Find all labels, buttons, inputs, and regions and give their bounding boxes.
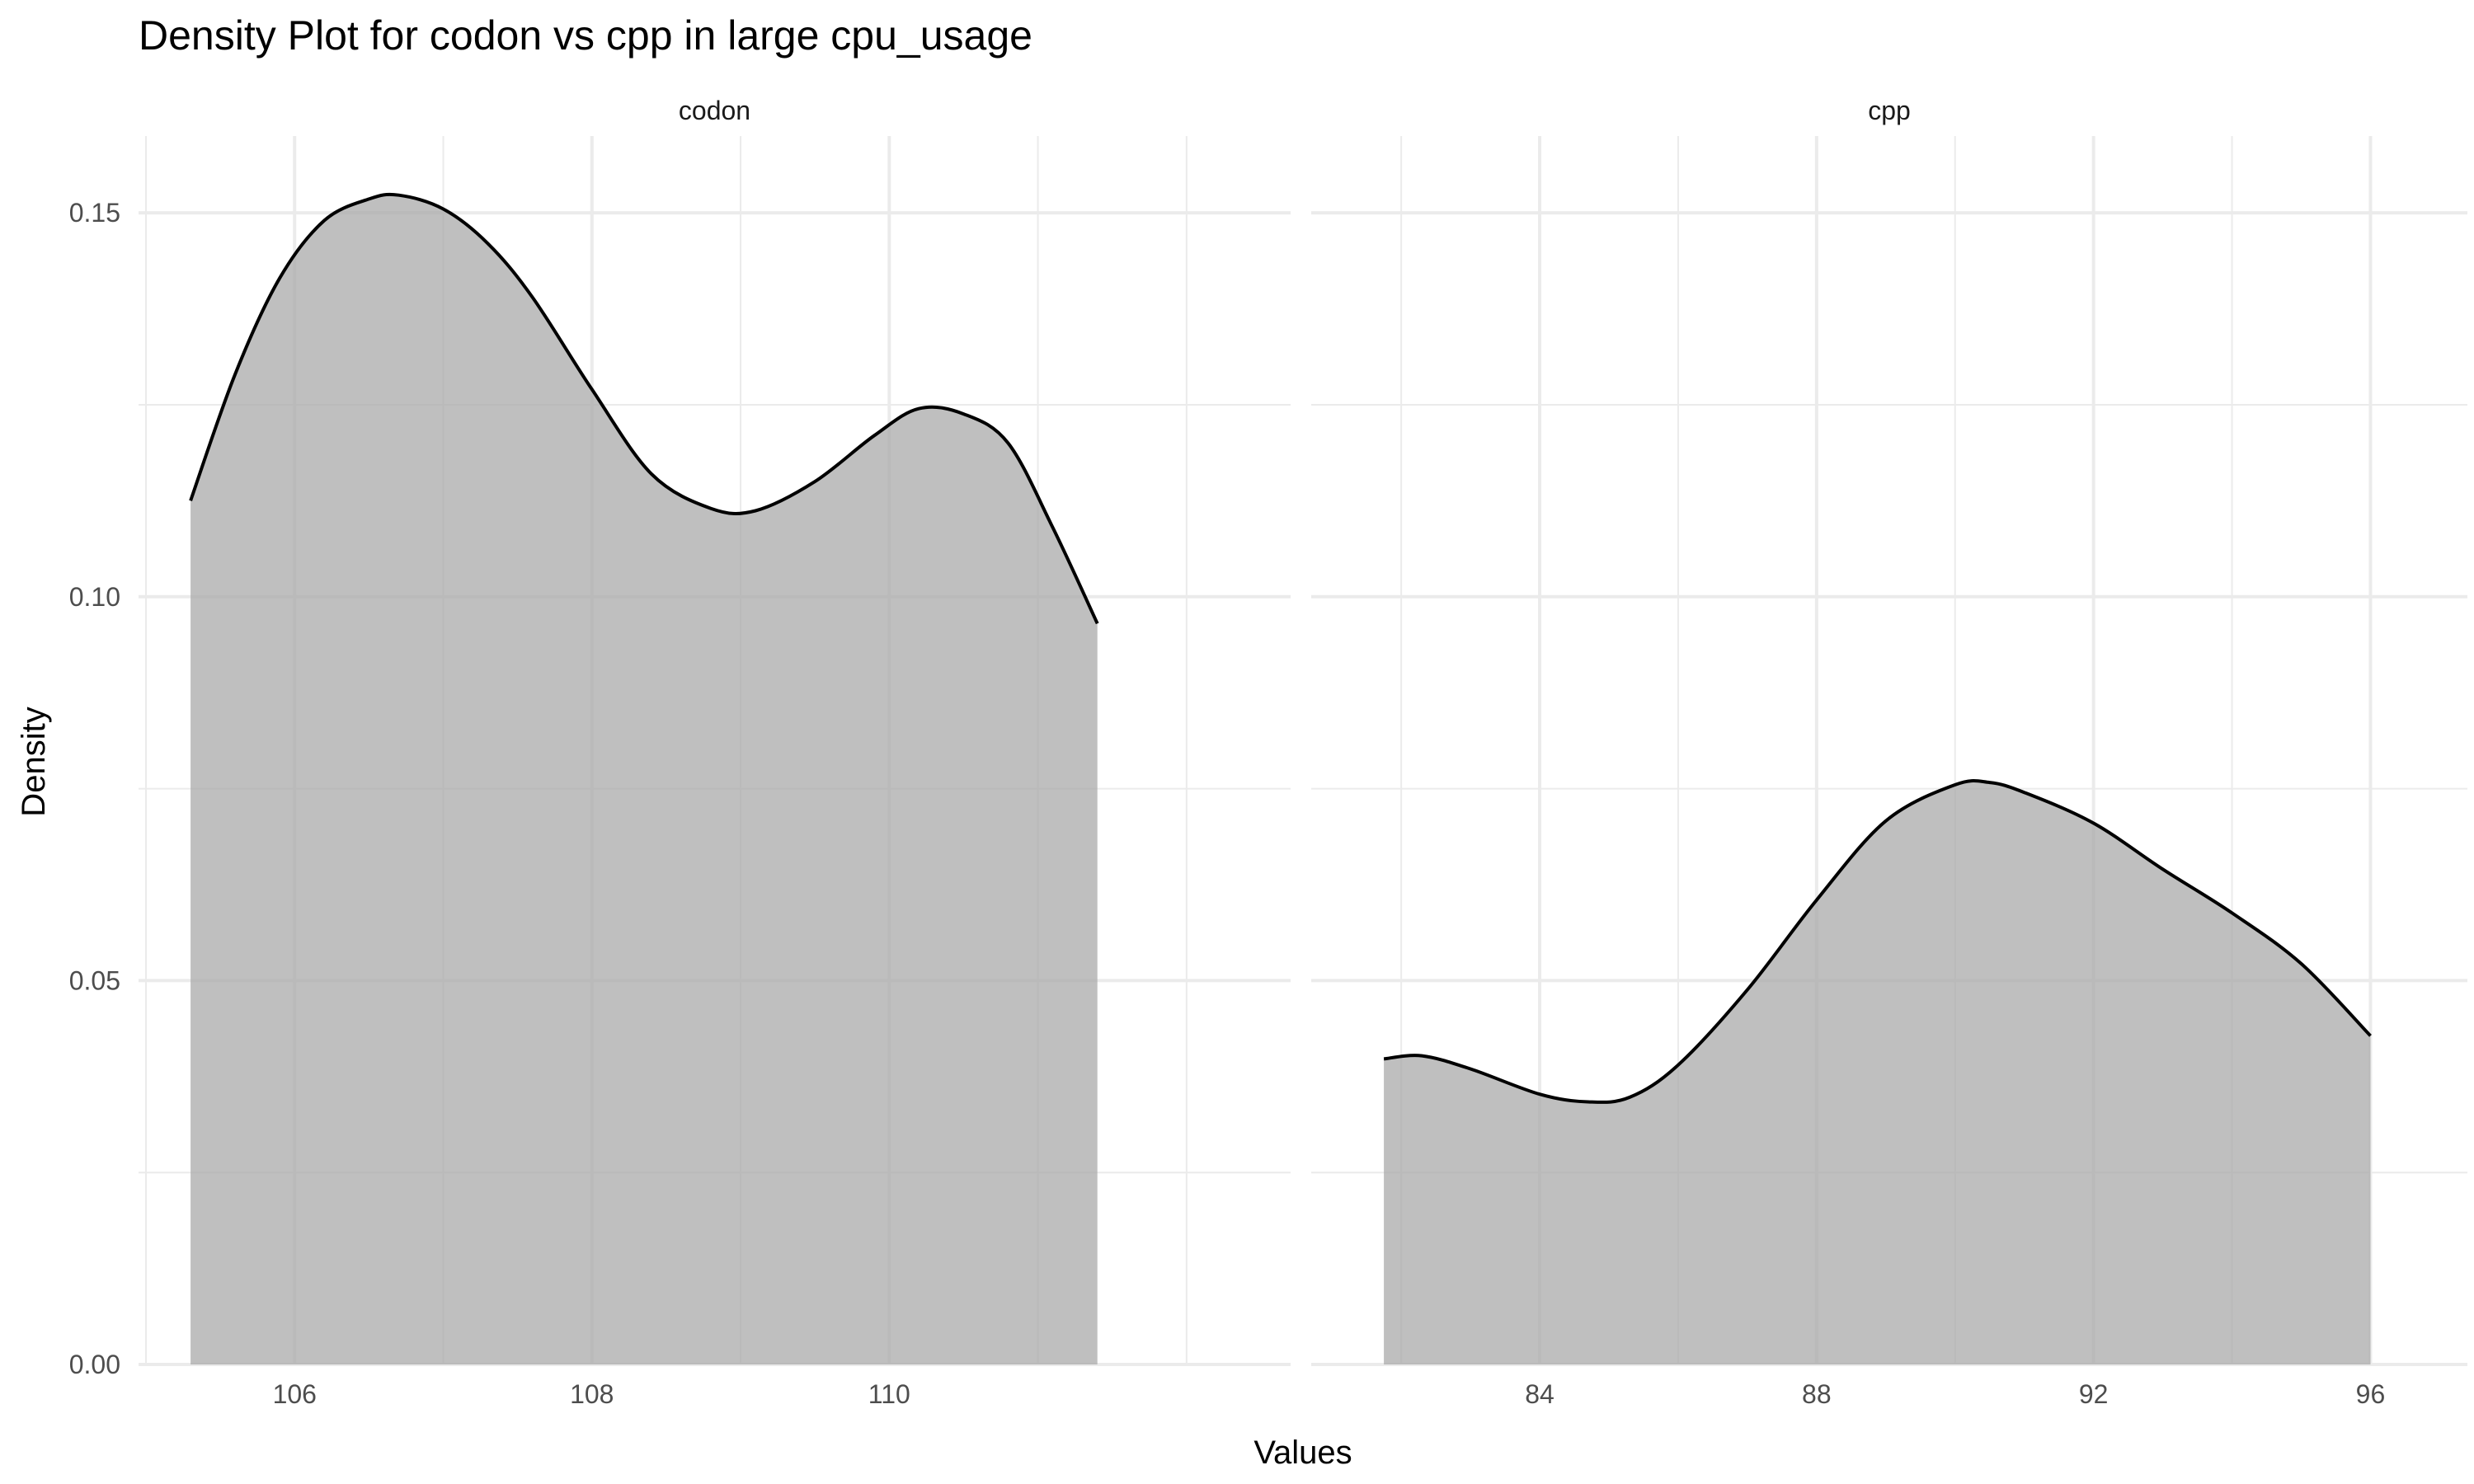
- y-tick-label: 0.00: [69, 1350, 120, 1379]
- panel-codon: codon 106 108 110: [139, 96, 1291, 1409]
- x-tick-label: 106: [273, 1379, 317, 1409]
- density-curve-cpp: [1383, 779, 2372, 1104]
- x-tick-label: 108: [570, 1379, 614, 1409]
- x-tick-label: 84: [1525, 1379, 1554, 1409]
- facet-label-codon: codon: [679, 96, 750, 125]
- y-axis-title: Density: [16, 707, 52, 816]
- y-tick-label: 0.10: [69, 582, 120, 612]
- density-area-codon: [190, 194, 1098, 1365]
- y-tick-label: 0.05: [69, 965, 120, 995]
- x-tick-label: 92: [2079, 1379, 2109, 1409]
- x-tick-label: 96: [2356, 1379, 2386, 1409]
- x-tick-label: 88: [1802, 1379, 1832, 1409]
- chart-title: Density Plot for codon vs cpp in large c…: [139, 12, 1032, 59]
- x-axis-title: Values: [1253, 1435, 1352, 1471]
- y-tick-label: 0.15: [69, 198, 120, 228]
- density-curve-codon: [189, 192, 1099, 625]
- panel-cpp: cpp 84 88 92 96: [1311, 96, 2467, 1409]
- x-tick-label: 110: [868, 1379, 910, 1409]
- plot-layer: codon 106 108 110 cpp 84 88 92 96 0.00 0.05 0.10 0.1…: [69, 96, 2467, 1409]
- facet-label-cpp: cpp: [1868, 96, 1911, 125]
- density-area-cpp: [1384, 781, 2371, 1364]
